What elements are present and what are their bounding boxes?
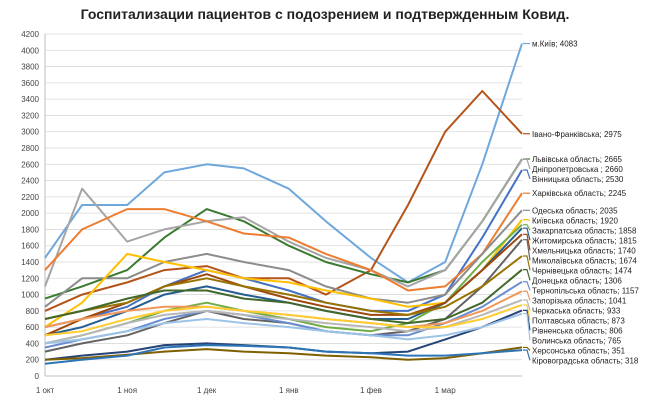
y-tick-label: 3200 — [21, 111, 39, 120]
label-leader — [523, 239, 531, 261]
y-tick-label: 3800 — [21, 63, 39, 72]
series-end-label: Черкаська область; 933 — [532, 306, 621, 315]
series-end-label: Харківська область; 2245 — [532, 189, 627, 198]
series-line — [44, 344, 523, 365]
y-tick-label: 4200 — [21, 30, 39, 39]
series-end-label: Полтавська область; 873 — [532, 316, 625, 325]
x-tick-label: 1 окт — [36, 386, 55, 395]
series-end-label: Київська область; 1920 — [532, 216, 618, 225]
y-tick-label: 2000 — [21, 209, 39, 218]
label-leader — [523, 349, 531, 361]
y-tick-label: 200 — [26, 356, 40, 365]
y-tick-label: 1800 — [21, 225, 39, 234]
series-line — [44, 209, 523, 308]
label-leader — [523, 299, 531, 311]
series-end-label: Донецька область; 1306 — [532, 276, 622, 285]
label-leader — [523, 309, 531, 331]
series-end-label: Кіровоградська область; 318 — [532, 356, 639, 365]
x-tick-label: 1 ноя — [117, 386, 137, 395]
series-end-label: Житомирська область; 1815 — [532, 236, 637, 245]
y-tick-label: 3000 — [21, 128, 39, 137]
series-end-label: Миколаївська область; 1674 — [532, 256, 637, 265]
x-tick-label: 1 янв — [279, 386, 299, 395]
label-leader — [523, 346, 531, 351]
series-end-label: Рівненська область; 806 — [532, 326, 623, 335]
y-tick-label: 1600 — [21, 242, 39, 251]
label-leader — [523, 281, 531, 291]
y-tick-label: 1400 — [21, 258, 39, 267]
y-tick-label: 0 — [35, 372, 40, 381]
label-leader — [523, 219, 531, 221]
series-end-label: Чернівецька область; 1474 — [532, 266, 633, 275]
series-end-label: Івано-Франківська; 2975 — [532, 130, 622, 139]
y-tick-label: 4000 — [21, 46, 39, 55]
y-tick-label: 1200 — [21, 274, 39, 283]
label-leader — [523, 313, 531, 341]
x-tick-label: 1 дек — [197, 386, 217, 395]
series-end-label: Херсонська область; 351 — [532, 346, 626, 355]
series-line — [44, 312, 523, 345]
y-tick-label: 1000 — [21, 291, 39, 300]
label-leader — [523, 224, 531, 231]
label-leader — [523, 158, 531, 170]
series-end-label: Львівська область; 2665 — [532, 155, 623, 164]
label-leader — [523, 304, 531, 321]
label-leader — [523, 269, 531, 281]
series-line — [44, 255, 523, 320]
y-tick-label: 3600 — [21, 79, 39, 88]
y-tick-label: 2800 — [21, 144, 39, 153]
y-tick-label: 800 — [26, 307, 40, 316]
label-leader — [523, 290, 531, 301]
series-end-label: Закарпатська область; 1858 — [532, 226, 637, 235]
y-tick-label: 600 — [26, 323, 40, 332]
series-end-label: м.Київ; 4083 — [532, 40, 578, 49]
series-end-label: Одеська область; 2035 — [532, 206, 618, 215]
series-end-label: Хмельницька область; 1740 — [532, 246, 636, 255]
y-tick-label: 2600 — [21, 160, 39, 169]
series-end-label: Запорізька область; 1041 — [532, 296, 627, 305]
series-line — [44, 158, 523, 288]
label-leader — [523, 233, 531, 251]
series-end-label: Вінницька область; 2530 — [532, 175, 624, 184]
y-tick-label: 3400 — [21, 95, 39, 104]
series-line — [44, 268, 523, 325]
series-line — [44, 43, 523, 284]
label-leader — [523, 255, 531, 271]
series-end-label: Дніпропетровська ; 2660 — [532, 165, 623, 174]
series-end-label: Волинська область; 765 — [532, 336, 622, 345]
y-tick-label: 2400 — [21, 177, 39, 186]
x-tick-label: 1 мар — [435, 386, 457, 395]
y-tick-label: 2200 — [21, 193, 39, 202]
series-end-label: Тернопільська область; 1157 — [532, 286, 639, 295]
x-tick-label: 1 фев — [360, 386, 382, 395]
chart-title: Госпитализации пациентов с подозрением и… — [80, 6, 570, 22]
series-line — [44, 346, 523, 361]
series-line — [44, 90, 523, 312]
label-leader — [523, 227, 531, 241]
series-line — [44, 192, 523, 292]
series-line — [44, 303, 523, 337]
y-tick-label: 400 — [26, 339, 40, 348]
label-leader — [523, 169, 531, 180]
